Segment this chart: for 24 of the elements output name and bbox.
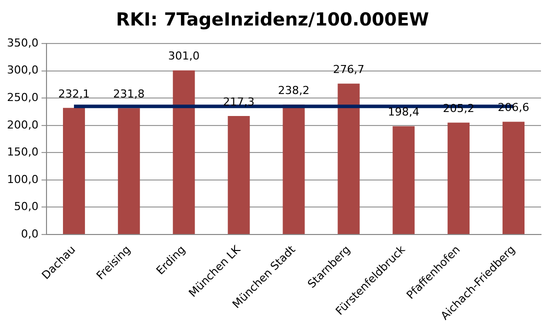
y-tick-label: 250,0 [6, 91, 38, 104]
data-label: 232,1 [58, 87, 90, 100]
y-tick-label: 50,0 [14, 200, 38, 214]
bar [338, 84, 360, 234]
y-tick-label: 150,0 [6, 146, 38, 159]
y-tick-label: 300,0 [6, 64, 38, 77]
bar [228, 116, 250, 234]
y-tick-label: 350,0 [6, 36, 38, 50]
data-label: 206,6 [498, 101, 530, 114]
bar [118, 108, 140, 234]
data-label: 198,4 [388, 106, 420, 119]
data-label: 301,0 [168, 50, 200, 63]
bar [448, 122, 470, 234]
bar [172, 70, 195, 234]
data-label: 238,2 [278, 84, 310, 97]
y-tick-label: 200,0 [6, 118, 38, 132]
bar [392, 126, 415, 234]
bar [502, 122, 525, 234]
data-label: 276,7 [332, 62, 364, 76]
bar [62, 108, 85, 234]
y-tick-label: 100,0 [6, 172, 38, 186]
y-tick-label: 0,0 [20, 227, 38, 240]
data-label: 231,8 [113, 87, 145, 100]
chart-title: RKI: 7TageInzidenz/100.000EW [116, 9, 430, 30]
